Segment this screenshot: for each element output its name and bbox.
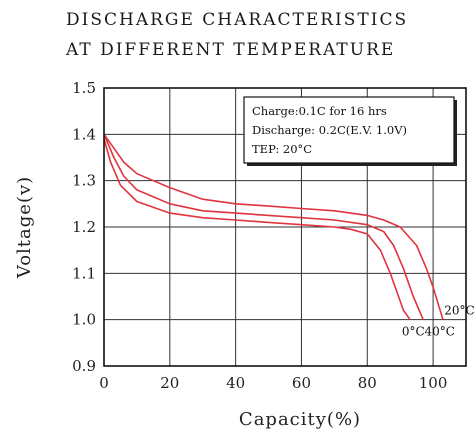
annotation-box: Charge:0.1C for 16 hrs Discharge: 0.2C(E.… xyxy=(243,96,457,166)
y-tick-label: 1.2 xyxy=(72,218,96,236)
annotation-box-frame xyxy=(243,96,455,164)
series-line-1 xyxy=(103,133,424,321)
y-tick-label: 1.1 xyxy=(72,264,96,282)
series-label-1: 40°C xyxy=(424,324,454,338)
x-tick-label: 20 xyxy=(160,374,179,392)
annotation-line-1: Discharge: 0.2C(E.V. 1.0V) xyxy=(252,123,407,137)
chart-title-line-1: DISCHARGE CHARACTERISTICS xyxy=(66,10,409,30)
y-axis-ticks: 0.9 1.0 1.1 1.2 1.3 1.4 1.5 xyxy=(72,79,96,375)
y-tick-label: 1.3 xyxy=(72,172,96,190)
plot-frame xyxy=(103,87,467,367)
series-line-0 xyxy=(103,138,411,321)
series-label-2: 20°C xyxy=(444,303,474,317)
y-tick-label: 1.4 xyxy=(72,125,96,143)
annotation-line-2: TEP: 20°C xyxy=(252,142,312,156)
series-line-2 xyxy=(103,133,444,320)
y-axis-label: Voltage(v) xyxy=(14,176,35,279)
y-tick-label: 0.9 xyxy=(72,357,96,375)
y-tick-label: 1.5 xyxy=(72,79,96,97)
x-tick-label: 100 xyxy=(419,374,448,392)
x-axis-ticks: 0 20 40 60 80 100 xyxy=(99,374,447,392)
series-label-0: 0°C xyxy=(402,324,425,338)
x-tick-label: 80 xyxy=(358,374,377,392)
y-tick-label: 1.0 xyxy=(72,311,96,329)
chart-title-line-2: AT DIFFERENT TEMPERATURE xyxy=(66,40,396,60)
x-tick-label: 0 xyxy=(99,374,109,392)
x-tick-label: 60 xyxy=(292,374,311,392)
x-axis-label: Capacity(%) xyxy=(239,409,361,430)
series-labels: 0°C 40°C 20°C xyxy=(402,303,475,338)
annotation-line-0: Charge:0.1C for 16 hrs xyxy=(252,104,387,118)
x-tick-label: 40 xyxy=(226,374,245,392)
series-lines xyxy=(103,133,444,321)
